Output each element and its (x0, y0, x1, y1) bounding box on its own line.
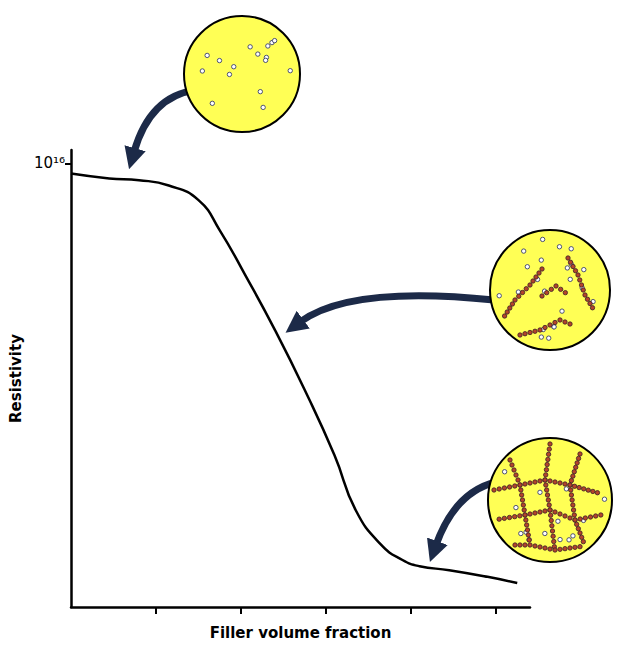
svg-text:10¹⁶: 10¹⁶ (34, 154, 65, 172)
svg-text:Resistivity: Resistivity (7, 334, 25, 423)
svg-text:Filler volume fraction: Filler volume fraction (210, 624, 392, 642)
